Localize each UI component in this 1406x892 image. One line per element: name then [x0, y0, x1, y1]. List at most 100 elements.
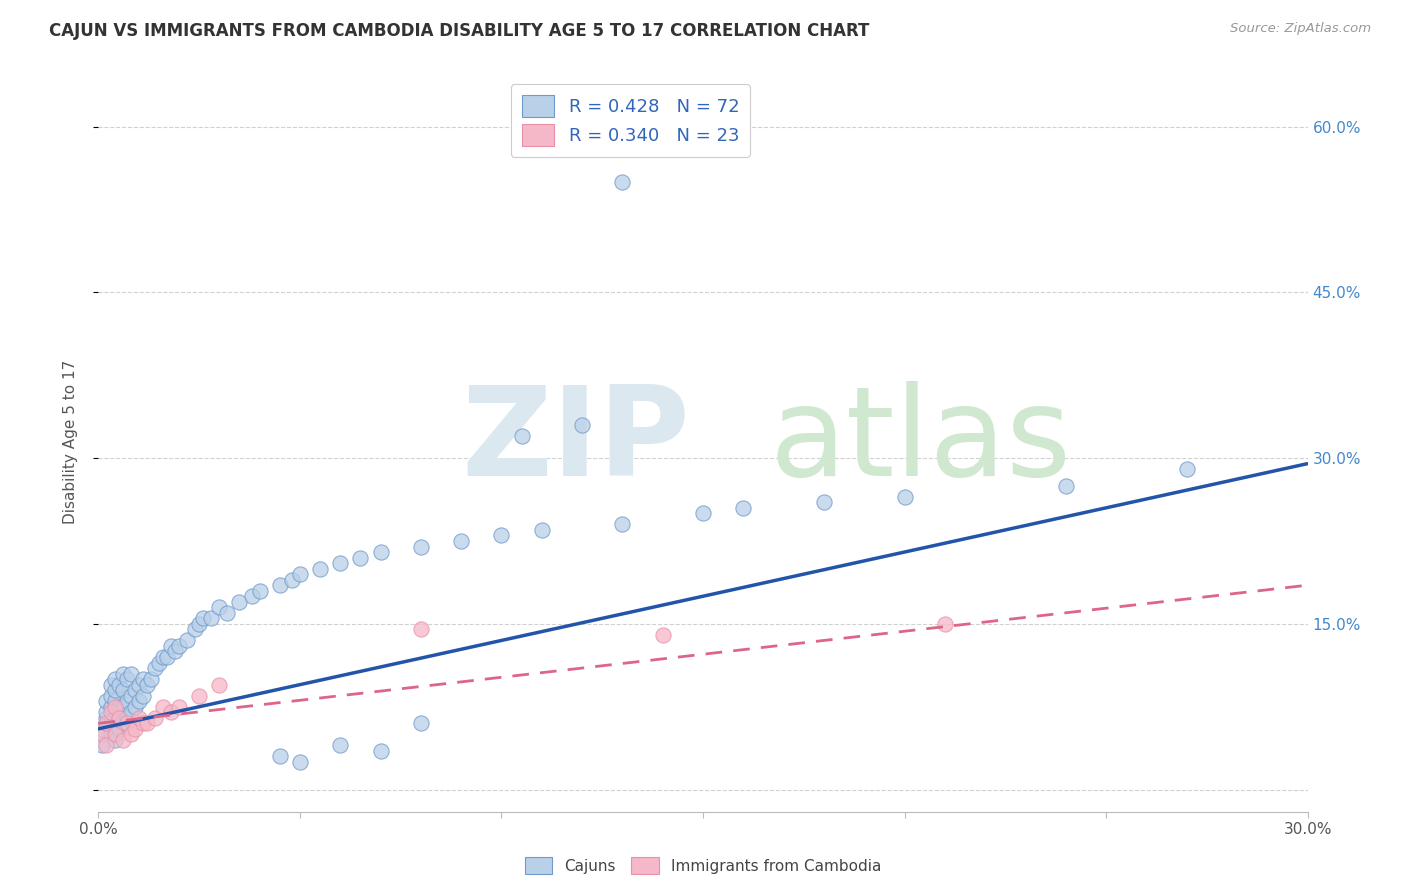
- Point: [128, 678, 150, 692]
- Point: [111, 683, 134, 698]
- Point: [156, 650, 179, 665]
- Point: [288, 755, 311, 769]
- Point: [103, 711, 125, 725]
- Point: [91, 722, 114, 736]
- Point: [128, 694, 150, 708]
- Point: [100, 716, 122, 731]
- Point: [135, 716, 157, 731]
- Point: [329, 556, 352, 570]
- Point: [184, 623, 207, 637]
- Point: [217, 606, 239, 620]
- Point: [115, 672, 138, 686]
- Point: [571, 417, 593, 432]
- Point: [208, 600, 231, 615]
- Point: [733, 500, 755, 515]
- Point: [103, 732, 125, 747]
- Point: [111, 716, 134, 731]
- Point: [111, 732, 134, 747]
- Point: [115, 694, 138, 708]
- Point: [120, 666, 142, 681]
- Legend: Cajuns, Immigrants from Cambodia: Cajuns, Immigrants from Cambodia: [519, 851, 887, 880]
- Point: [409, 623, 432, 637]
- Point: [120, 727, 142, 741]
- Point: [96, 711, 118, 725]
- Point: [120, 706, 142, 720]
- Point: [167, 639, 190, 653]
- Point: [115, 711, 138, 725]
- Point: [269, 749, 291, 764]
- Point: [200, 611, 222, 625]
- Point: [1175, 462, 1198, 476]
- Point: [103, 683, 125, 698]
- Point: [530, 523, 553, 537]
- Point: [491, 528, 513, 542]
- Point: [1054, 479, 1077, 493]
- Point: [124, 683, 146, 698]
- Point: [107, 678, 129, 692]
- Point: [193, 611, 215, 625]
- Point: [91, 727, 114, 741]
- Point: [148, 656, 170, 670]
- Point: [107, 711, 129, 725]
- Point: [100, 706, 122, 720]
- Point: [100, 678, 122, 692]
- Point: [152, 699, 174, 714]
- Point: [103, 694, 125, 708]
- Text: CAJUN VS IMMIGRANTS FROM CAMBODIA DISABILITY AGE 5 TO 17 CORRELATION CHART: CAJUN VS IMMIGRANTS FROM CAMBODIA DISABI…: [49, 22, 869, 40]
- Point: [103, 727, 125, 741]
- Point: [132, 672, 155, 686]
- Point: [228, 595, 250, 609]
- Point: [309, 561, 332, 575]
- Point: [111, 666, 134, 681]
- Point: [100, 689, 122, 703]
- Point: [107, 699, 129, 714]
- Point: [160, 639, 183, 653]
- Point: [612, 517, 634, 532]
- Text: Source: ZipAtlas.com: Source: ZipAtlas.com: [1230, 22, 1371, 36]
- Point: [329, 739, 352, 753]
- Point: [135, 678, 157, 692]
- Point: [128, 711, 150, 725]
- Point: [139, 672, 162, 686]
- Point: [176, 633, 198, 648]
- Point: [132, 689, 155, 703]
- Point: [934, 616, 956, 631]
- Point: [409, 716, 432, 731]
- Point: [96, 694, 118, 708]
- Point: [103, 672, 125, 686]
- Point: [120, 689, 142, 703]
- Point: [893, 490, 915, 504]
- Point: [612, 175, 634, 189]
- Point: [124, 722, 146, 736]
- Point: [450, 533, 472, 548]
- Point: [167, 699, 190, 714]
- Point: [107, 722, 129, 736]
- Point: [188, 616, 211, 631]
- Point: [103, 699, 125, 714]
- Point: [152, 650, 174, 665]
- Point: [132, 716, 155, 731]
- Point: [281, 573, 304, 587]
- Text: atlas: atlas: [769, 381, 1071, 502]
- Point: [370, 545, 392, 559]
- Point: [96, 716, 118, 731]
- Point: [409, 540, 432, 554]
- Point: [188, 689, 211, 703]
- Point: [96, 706, 118, 720]
- Point: [96, 739, 118, 753]
- Point: [143, 661, 166, 675]
- Point: [124, 699, 146, 714]
- Point: [370, 744, 392, 758]
- Point: [100, 727, 122, 741]
- Point: [288, 567, 311, 582]
- Point: [240, 589, 263, 603]
- Point: [115, 716, 138, 731]
- Point: [692, 507, 714, 521]
- Point: [208, 678, 231, 692]
- Point: [111, 699, 134, 714]
- Point: [510, 429, 533, 443]
- Text: ZIP: ZIP: [461, 381, 690, 502]
- Point: [349, 550, 371, 565]
- Point: [163, 644, 186, 658]
- Point: [100, 699, 122, 714]
